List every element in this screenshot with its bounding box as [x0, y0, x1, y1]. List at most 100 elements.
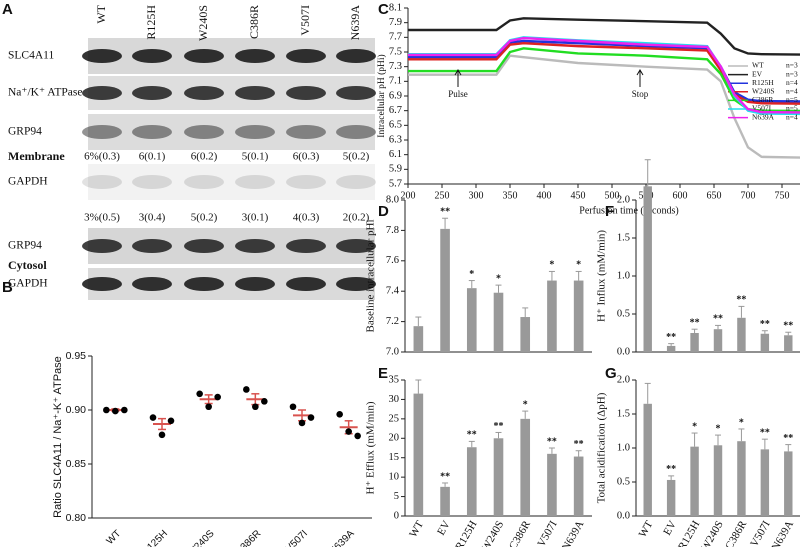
- significance-label: **: [574, 439, 584, 450]
- bar: [493, 292, 504, 352]
- data-point: [289, 403, 297, 411]
- chart: E 0 5 10 15 20 25 30 35 H⁺ Efflux (mM/min) WT ** EV *…: [365, 365, 592, 547]
- x-tick-label: C386R: [507, 518, 533, 547]
- x-tick-label: 500: [605, 190, 620, 201]
- ratio-label: 5(0.2): [343, 151, 370, 163]
- blot-strip: [88, 38, 375, 74]
- data-point: [307, 414, 315, 421]
- lane-label: W240S: [196, 5, 210, 41]
- bar: [413, 393, 424, 516]
- y-axis-title: Baseline intracellular pHi: [365, 219, 377, 332]
- panel-letter: G: [605, 365, 617, 382]
- x-tick-label: W240S: [479, 519, 506, 547]
- blot-band: [82, 239, 122, 253]
- legend-label: N639A: [752, 112, 775, 121]
- bar: [466, 447, 477, 516]
- blot-strip: [88, 76, 375, 110]
- y-tick-label: 6.1: [389, 149, 402, 160]
- y-tick-label: 0.5: [617, 308, 630, 319]
- ratio-label: 4(0.3): [293, 212, 320, 224]
- fraction-label: Membrane: [8, 149, 65, 163]
- legend-label: C386R: [752, 95, 773, 104]
- bar: [737, 441, 746, 516]
- blot-band: [286, 239, 326, 253]
- bar: [737, 317, 746, 352]
- x-tick-label: 200: [401, 190, 416, 201]
- blot-band: [336, 125, 376, 139]
- y-tick-label: 7.5: [389, 46, 402, 57]
- blot-band: [286, 277, 326, 291]
- x-tick-label: N639A: [769, 519, 796, 547]
- x-tick-label: R125H: [140, 528, 170, 547]
- blot-band: [132, 49, 172, 63]
- significance-label: **: [440, 207, 450, 218]
- data-point: [121, 406, 128, 414]
- data-point: [298, 419, 306, 427]
- bar: [466, 288, 477, 352]
- chart: F 0.0 0.5 1.0 1.5 2.0 H⁺ Influx (mM/min) ** ** **…: [596, 159, 800, 357]
- significance-label: **: [666, 464, 676, 475]
- blot-band: [82, 125, 122, 139]
- x-tick-label: EV: [435, 519, 453, 538]
- x-tick-label: V507I: [748, 518, 773, 547]
- ratio-label: 6(0.2): [191, 151, 218, 163]
- x-tick-label: 750: [775, 190, 790, 201]
- bar: [643, 403, 652, 516]
- data-line: [408, 54, 800, 159]
- ratio-label: 5(0.2): [191, 212, 218, 224]
- lane-label: WT: [94, 4, 108, 23]
- y-tick-label: 1.0: [617, 270, 630, 281]
- y-tick-label: 6.5: [389, 120, 402, 131]
- y-tick-label: 30: [389, 394, 400, 405]
- x-tick-label: WT: [105, 528, 124, 547]
- blot-strip: [88, 228, 375, 264]
- chart: C 5.7 5.9 6.1 6.3 6.5 6.7 6.9 7.1 7.3 7.5 7.7 7.9 8.1…: [376, 1, 800, 216]
- significance-label: *: [576, 260, 581, 271]
- data-point: [103, 406, 110, 414]
- lane-label: R125H: [144, 5, 158, 40]
- ratio-label: 6(0.1): [139, 151, 166, 163]
- annotation: Stop: [632, 89, 649, 99]
- x-tick-label: EV: [661, 519, 679, 538]
- x-tick-label: 600: [673, 190, 688, 201]
- y-tick-label: 7.0: [386, 346, 399, 357]
- y-tick-label: 7.8: [386, 225, 399, 236]
- chart: D 7.0 7.2 7.4 7.6 7.8 8.0 Baseline intracellula…: [365, 194, 592, 357]
- panel-letter: D: [378, 203, 389, 220]
- y-axis-title: Ratio SLC4A11 / Na⁺-K⁺ ATPase: [52, 356, 64, 518]
- bar: [643, 186, 652, 352]
- legend-label: W240S: [752, 87, 775, 96]
- row-label: GRP94: [8, 126, 42, 138]
- ratio-label: 3(0.1): [242, 212, 269, 224]
- y-tick-label: 1.0: [617, 442, 630, 453]
- data-point: [167, 417, 175, 425]
- bar: [547, 280, 557, 352]
- bar: [547, 453, 557, 516]
- blot-band: [132, 86, 172, 100]
- x-tick-label: 400: [537, 190, 552, 201]
- ratio-label: 3(0.4): [139, 212, 166, 224]
- bar: [760, 449, 770, 516]
- y-tick-label: 7.4: [386, 286, 400, 297]
- legend-n: n=5: [786, 104, 798, 113]
- y-axis-title: H⁺ Efflux (mM/min): [365, 401, 377, 494]
- data-point: [205, 403, 212, 411]
- y-tick-label: 7.7: [389, 32, 402, 43]
- y-tick-label: 10: [389, 472, 400, 483]
- blot-band: [336, 277, 376, 291]
- y-tick-label: 7.1: [389, 76, 402, 87]
- significance-label: **: [783, 433, 793, 444]
- y-axis-title: Intracellular pH (pHi): [376, 54, 387, 137]
- y-tick-label: 25: [389, 413, 400, 424]
- significance-label: *: [469, 269, 474, 280]
- x-tick-label: V507I: [284, 528, 310, 547]
- panel-letter: B: [2, 279, 13, 296]
- blot-band: [235, 49, 275, 63]
- blot-strip: [88, 114, 375, 150]
- blot-band: [235, 277, 275, 291]
- blot-band: [184, 125, 224, 139]
- y-tick-label: 6.3: [389, 134, 402, 145]
- data-point: [336, 411, 343, 418]
